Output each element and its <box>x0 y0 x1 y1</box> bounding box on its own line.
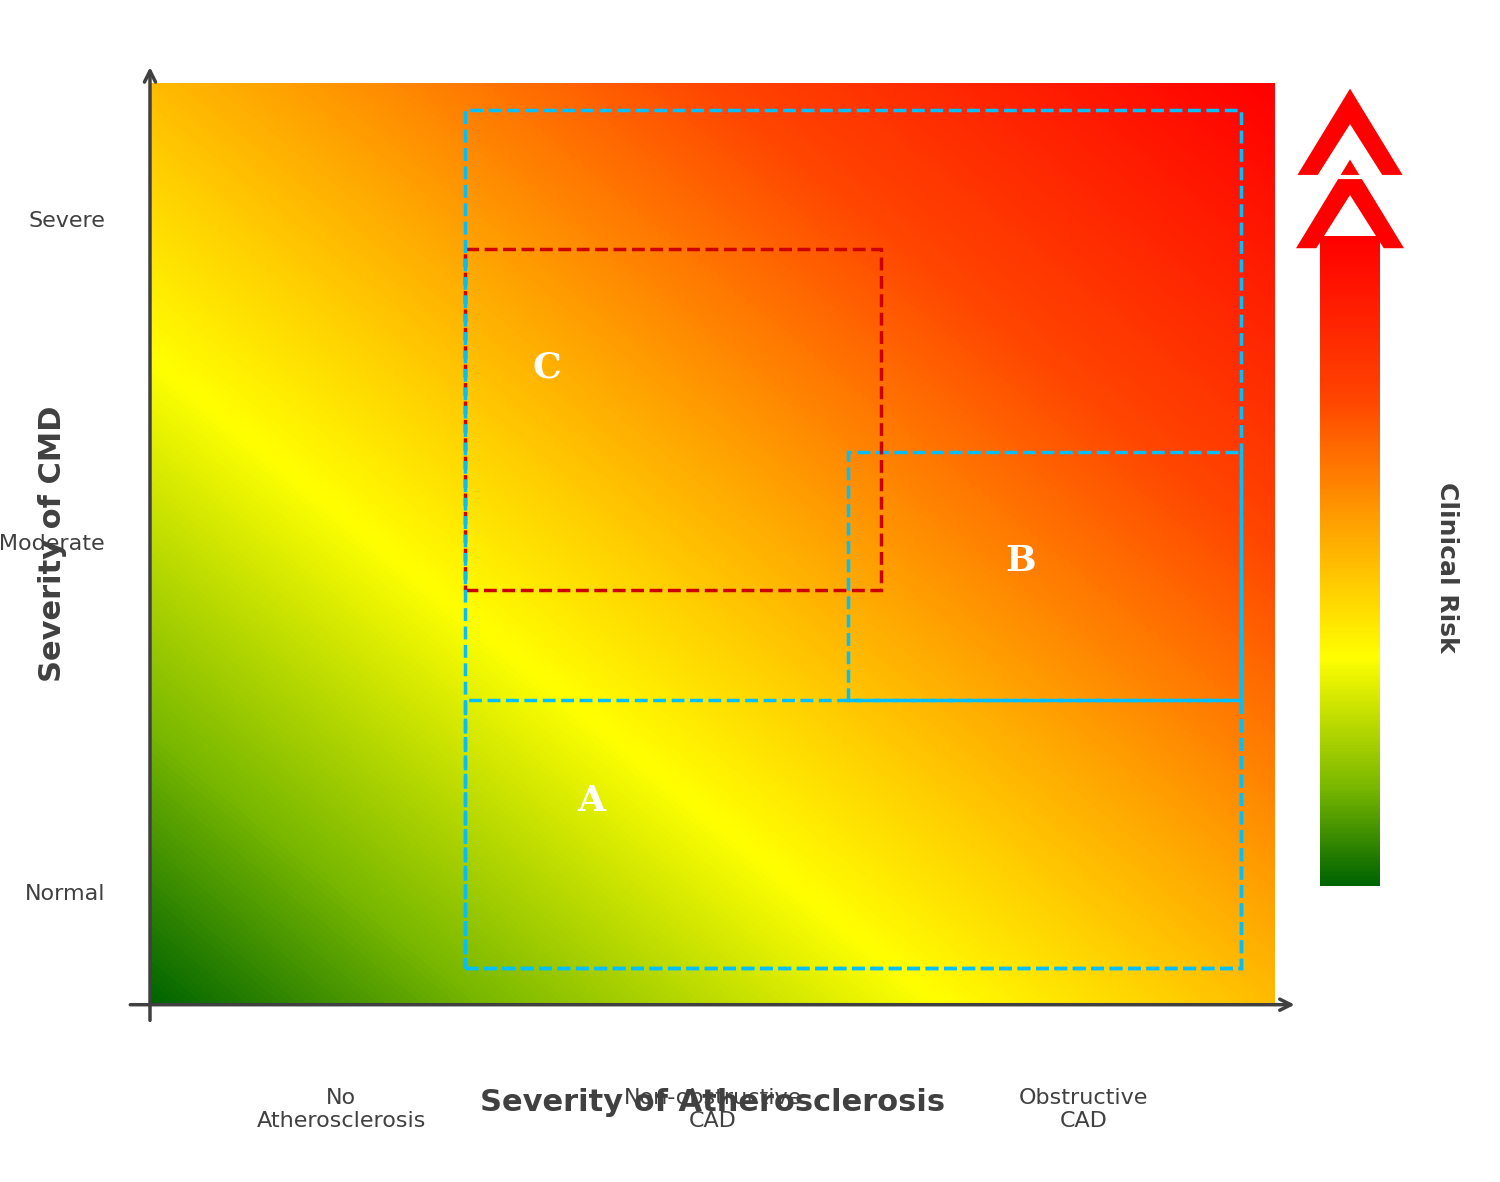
Text: B: B <box>1005 545 1035 578</box>
Bar <box>847 452 1242 701</box>
Text: Mild-Moderate: Mild-Moderate <box>0 534 105 553</box>
Text: Severe: Severe <box>28 212 105 230</box>
Text: No
Atherosclerosis: No Atherosclerosis <box>256 1087 426 1131</box>
Y-axis label: Severity of CMD: Severity of CMD <box>38 405 66 682</box>
Text: Clinical Risk: Clinical Risk <box>1436 482 1460 652</box>
Text: Non-obstructive
CAD: Non-obstructive CAD <box>624 1087 801 1131</box>
Bar <box>465 110 1242 968</box>
Bar <box>465 248 882 590</box>
Polygon shape <box>1296 89 1404 177</box>
Polygon shape <box>1296 160 1404 248</box>
Text: C: C <box>532 351 561 385</box>
Text: Obstructive
CAD: Obstructive CAD <box>1019 1087 1149 1131</box>
Text: A: A <box>578 784 606 818</box>
Text: Normal: Normal <box>24 884 105 904</box>
X-axis label: Severity of Atherosclerosis: Severity of Atherosclerosis <box>480 1089 945 1117</box>
Bar <box>465 701 1242 968</box>
